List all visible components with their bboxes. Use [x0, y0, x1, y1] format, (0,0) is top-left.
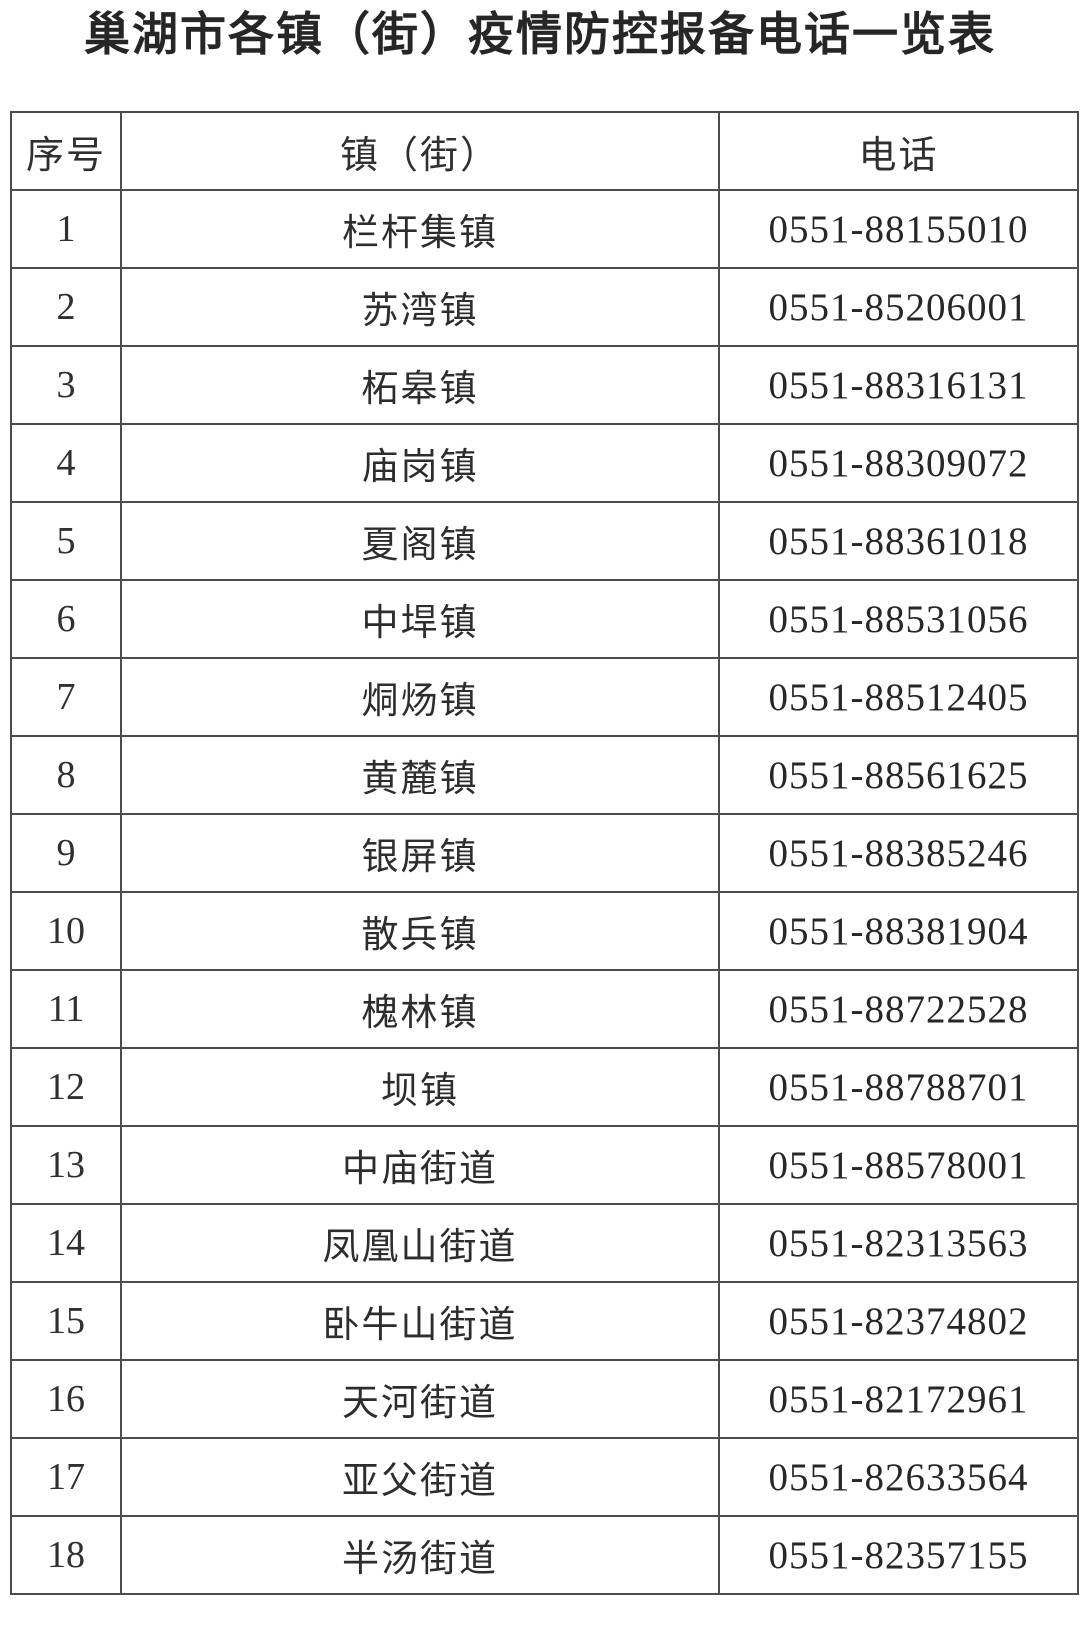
row-phone-cell: 0551-88578001: [718, 1125, 1079, 1205]
table-row: 7 烔炀镇 0551-88512405: [10, 657, 1079, 737]
row-seq-cell: 12: [10, 1047, 122, 1127]
row-seq-cell: 6: [10, 579, 122, 659]
row-phone-cell: 0551-88531056: [718, 579, 1079, 659]
table-row: 6 中垾镇 0551-88531056: [10, 579, 1079, 659]
row-seq-cell: 14: [10, 1203, 122, 1283]
row-seq-cell: 17: [10, 1437, 122, 1517]
row-phone-cell: 0551-88561625: [718, 735, 1079, 815]
row-phone-cell: 0551-88155010: [718, 189, 1079, 269]
table-row: 12 坝镇 0551-88788701: [10, 1047, 1079, 1127]
row-phone-cell: 0551-88309072: [718, 423, 1079, 503]
row-town-cell: 烔炀镇: [120, 657, 720, 737]
table-row: 18 半汤街道 0551-82357155: [10, 1515, 1079, 1595]
table-header: 序号 镇（街） 电话: [10, 111, 1079, 191]
row-phone-cell: 0551-82633564: [718, 1437, 1079, 1517]
row-phone-cell: 0551-88385246: [718, 813, 1079, 893]
table-row: 11 槐林镇 0551-88722528: [10, 969, 1079, 1049]
table-row: 1 栏杆集镇 0551-88155010: [10, 189, 1079, 269]
row-town-cell: 天河街道: [120, 1359, 720, 1439]
table-body: 1 栏杆集镇 0551-88155010 2 苏湾镇 0551-85206001…: [10, 189, 1079, 1595]
row-phone-cell: 0551-82313563: [718, 1203, 1079, 1283]
table-row: 13 中庙街道 0551-88578001: [10, 1125, 1079, 1205]
row-town-cell: 散兵镇: [120, 891, 720, 971]
row-seq-cell: 13: [10, 1125, 122, 1205]
row-seq-cell: 15: [10, 1281, 122, 1361]
row-town-cell: 银屏镇: [120, 813, 720, 893]
row-town-cell: 槐林镇: [120, 969, 720, 1049]
row-phone-cell: 0551-88361018: [718, 501, 1079, 581]
row-phone-cell: 0551-88381904: [718, 891, 1079, 971]
table-row: 16 天河街道 0551-82172961: [10, 1359, 1079, 1439]
row-town-cell: 栏杆集镇: [120, 189, 720, 269]
table-row: 8 黄麓镇 0551-88561625: [10, 735, 1079, 815]
row-seq-cell: 8: [10, 735, 122, 815]
header-row: 序号 镇（街） 电话: [10, 111, 1079, 191]
row-town-cell: 苏湾镇: [120, 267, 720, 347]
col-header-phone: 电话: [718, 111, 1079, 191]
phone-table: 序号 镇（街） 电话 1 栏杆集镇 0551-88155010 2 苏湾镇 05…: [10, 111, 1079, 1595]
table-row: 9 银屏镇 0551-88385246: [10, 813, 1079, 893]
row-seq-cell: 3: [10, 345, 122, 425]
col-header-seq: 序号: [10, 111, 122, 191]
table-row: 15 卧牛山街道 0551-82374802: [10, 1281, 1079, 1361]
row-phone-cell: 0551-82172961: [718, 1359, 1079, 1439]
row-town-cell: 坝镇: [120, 1047, 720, 1127]
row-town-cell: 卧牛山街道: [120, 1281, 720, 1361]
row-seq-cell: 10: [10, 891, 122, 971]
row-town-cell: 中庙街道: [120, 1125, 720, 1205]
row-phone-cell: 0551-85206001: [718, 267, 1079, 347]
table-row: 5 夏阁镇 0551-88361018: [10, 501, 1079, 581]
row-town-cell: 黄麓镇: [120, 735, 720, 815]
row-phone-cell: 0551-82374802: [718, 1281, 1079, 1361]
table-row: 4 庙岗镇 0551-88309072: [10, 423, 1079, 503]
table-row: 2 苏湾镇 0551-85206001: [10, 267, 1079, 347]
row-phone-cell: 0551-82357155: [718, 1515, 1079, 1595]
row-town-cell: 亚父街道: [120, 1437, 720, 1517]
row-phone-cell: 0551-88512405: [718, 657, 1079, 737]
row-phone-cell: 0551-88788701: [718, 1047, 1079, 1127]
page-title: 巢湖市各镇（街）疫情防控报备电话一览表: [84, 9, 996, 60]
row-seq-cell: 2: [10, 267, 122, 347]
row-town-cell: 中垾镇: [120, 579, 720, 659]
table-row: 14 凤凰山街道 0551-82313563: [10, 1203, 1079, 1283]
row-town-cell: 半汤街道: [120, 1515, 720, 1595]
row-phone-cell: 0551-88722528: [718, 969, 1079, 1049]
row-seq-cell: 16: [10, 1359, 122, 1439]
row-seq-cell: 1: [10, 189, 122, 269]
row-seq-cell: 9: [10, 813, 122, 893]
table-row: 3 柘皋镇 0551-88316131: [10, 345, 1079, 425]
row-town-cell: 夏阁镇: [120, 501, 720, 581]
row-seq-cell: 11: [10, 969, 122, 1049]
row-town-cell: 柘皋镇: [120, 345, 720, 425]
table-row: 10 散兵镇 0551-88381904: [10, 891, 1079, 971]
col-header-town: 镇（街）: [120, 111, 720, 191]
row-seq-cell: 7: [10, 657, 122, 737]
row-seq-cell: 18: [10, 1515, 122, 1595]
row-seq-cell: 5: [10, 501, 122, 581]
row-phone-cell: 0551-88316131: [718, 345, 1079, 425]
row-seq-cell: 4: [10, 423, 122, 503]
table-row: 17 亚父街道 0551-82633564: [10, 1437, 1079, 1517]
row-town-cell: 庙岗镇: [120, 423, 720, 503]
row-town-cell: 凤凰山街道: [120, 1203, 720, 1283]
